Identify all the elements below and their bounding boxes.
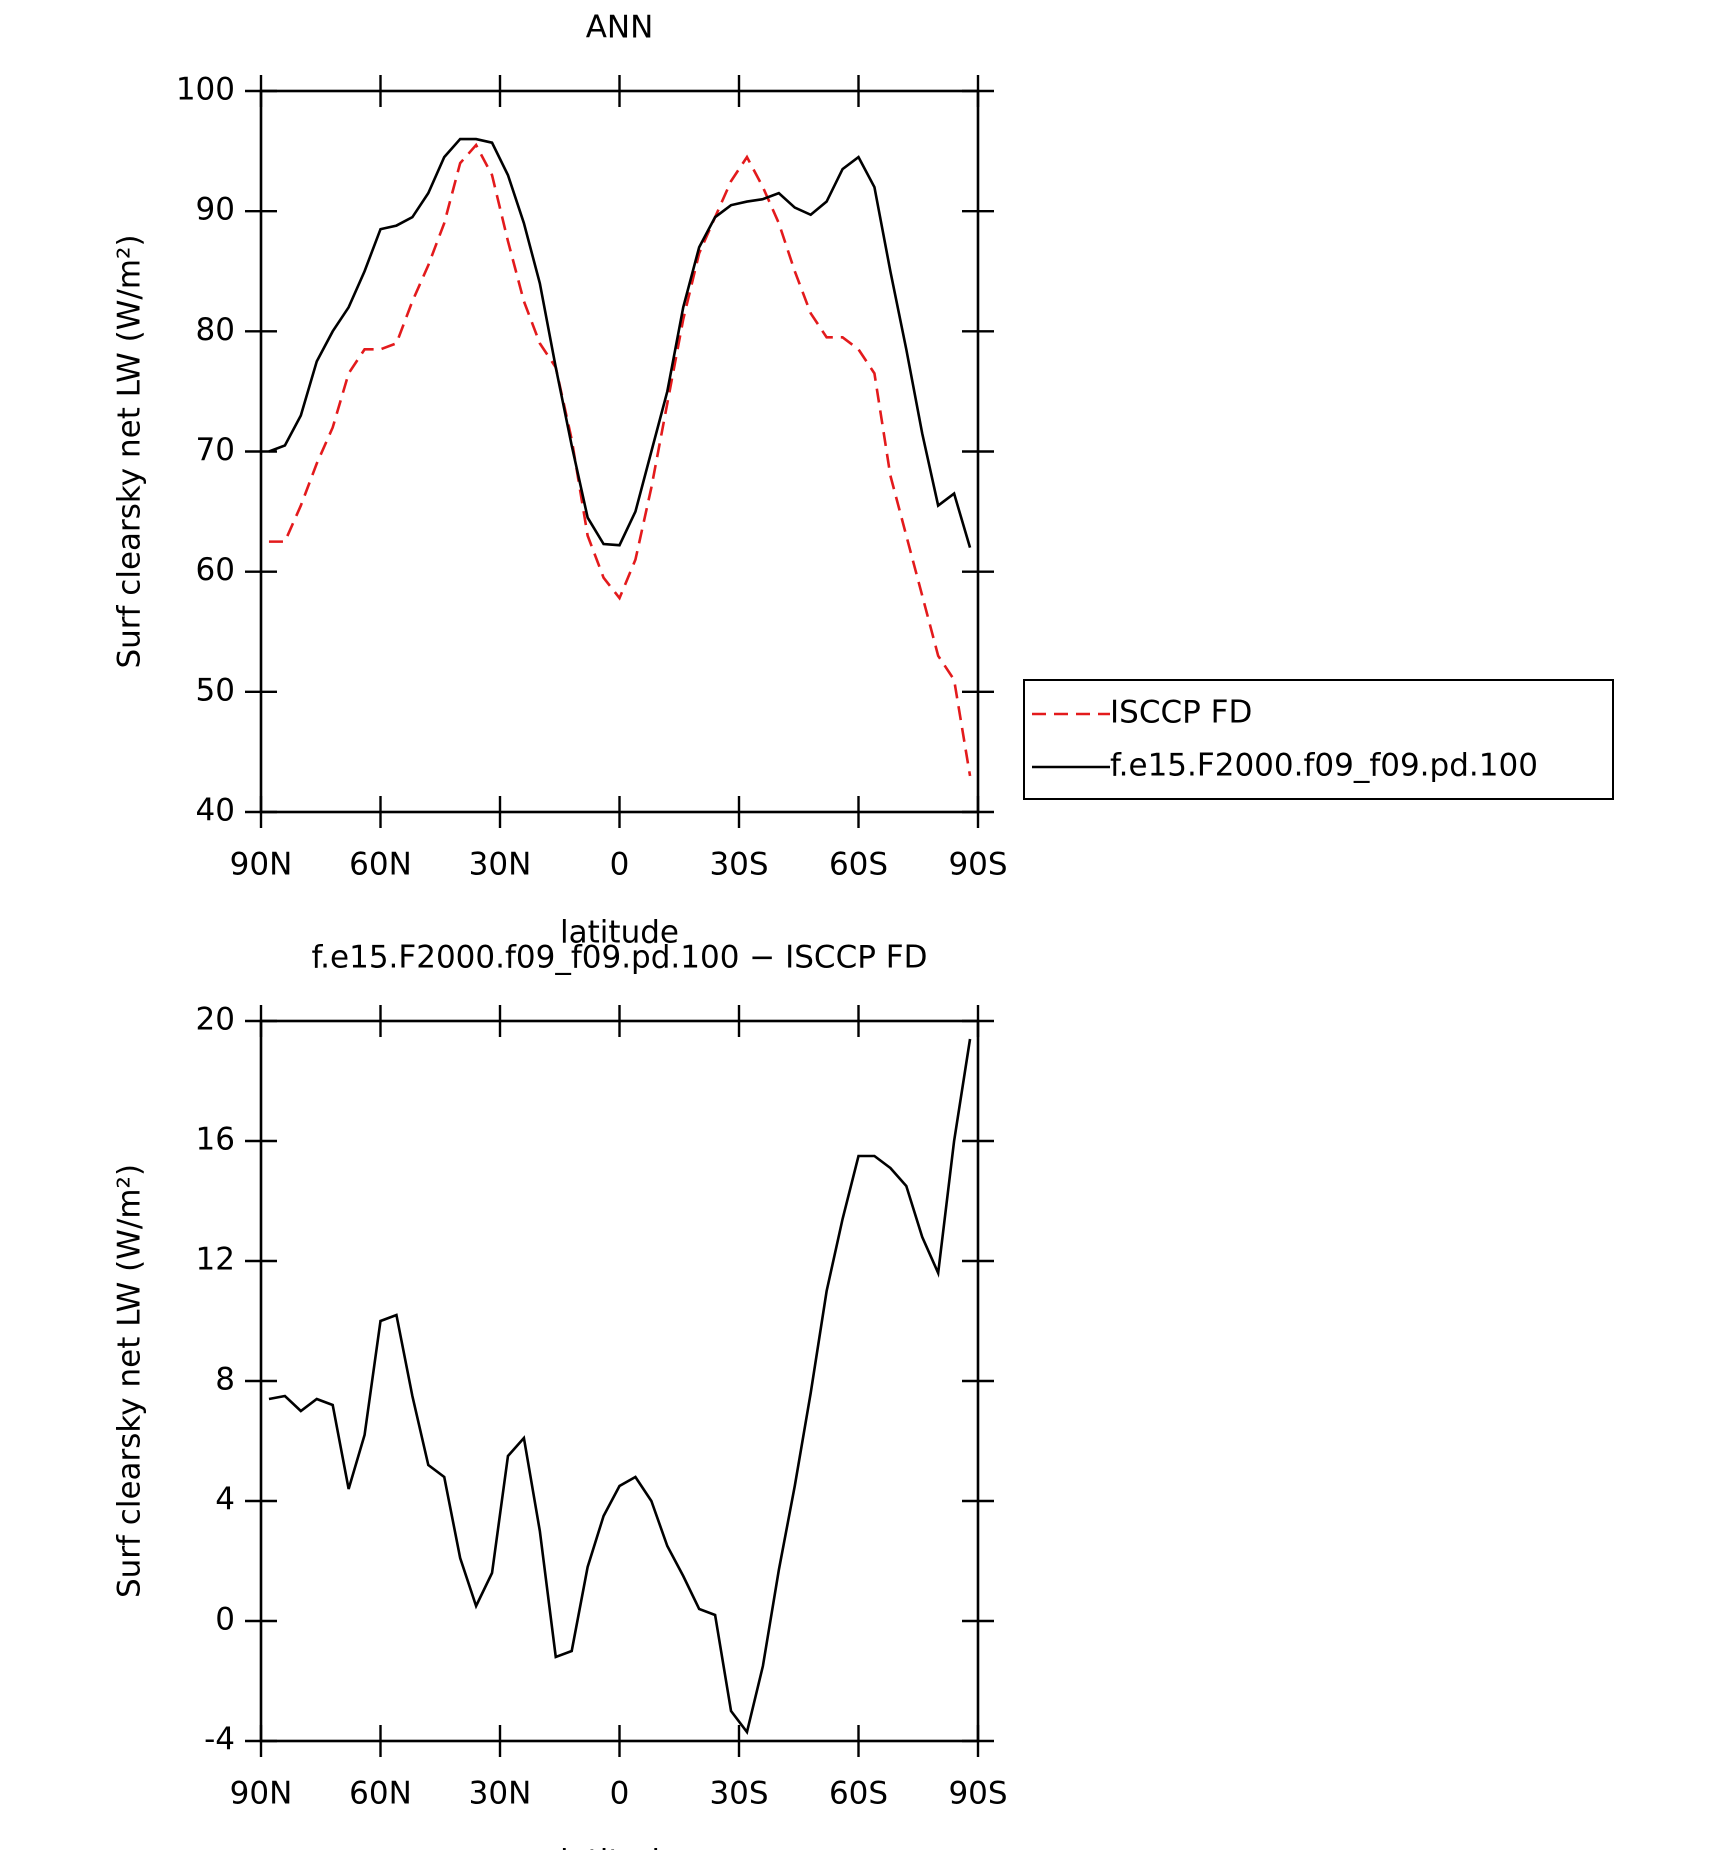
x-tick-label: 60N xyxy=(349,1776,412,1812)
x-tick-label: 60S xyxy=(829,1776,888,1812)
y-tick-label: 0 xyxy=(215,1602,235,1638)
legend-label: ISCCP FD xyxy=(1110,695,1252,731)
y-axis-label: Surf clearsky net LW (W/m²) xyxy=(112,1164,148,1598)
y-tick-label: 12 xyxy=(196,1242,235,1278)
y-tick-label: -4 xyxy=(204,1722,235,1758)
x-tick-label: 90S xyxy=(948,847,1007,883)
plot-frame xyxy=(259,1019,980,1743)
y-tick-label: 90 xyxy=(196,192,235,228)
y-tick-label: 100 xyxy=(176,72,235,108)
x-tick-label: 90N xyxy=(230,1776,293,1812)
x-tick-label: 30S xyxy=(709,847,768,883)
data-line xyxy=(268,1038,972,1735)
y-tick-label: 4 xyxy=(215,1482,235,1518)
x-tick-label: 90N xyxy=(230,847,293,883)
y-tick-label: 80 xyxy=(196,312,235,348)
data-line xyxy=(268,137,972,549)
y-tick-label: 40 xyxy=(196,793,235,829)
y-tick-label: 16 xyxy=(196,1122,235,1158)
y-tick-label: 50 xyxy=(196,672,235,708)
y-tick-label: 20 xyxy=(196,1002,235,1038)
x-tick-label: 30N xyxy=(469,1776,532,1812)
chart-title: ANN xyxy=(586,10,654,46)
x-tick-label: 0 xyxy=(610,847,630,883)
data-line xyxy=(268,142,972,777)
x-tick-label: 60S xyxy=(829,847,888,883)
legend-label: f.e15.F2000.f09_f09.pd.100 xyxy=(1110,748,1538,784)
plot-frame xyxy=(259,89,980,814)
x-tick-label: 30S xyxy=(709,1776,768,1812)
y-tick-label: 8 xyxy=(215,1362,235,1398)
x-tick-label: 90S xyxy=(948,1776,1007,1812)
y-tick-label: 60 xyxy=(196,552,235,588)
x-tick-label: 60N xyxy=(349,847,412,883)
x-tick-label: 0 xyxy=(610,1776,630,1812)
y-axis-label: Surf clearsky net LW (W/m²) xyxy=(112,234,148,668)
x-tick-label: 30N xyxy=(469,847,532,883)
y-tick-label: 70 xyxy=(196,432,235,468)
legend-box xyxy=(1023,679,1614,800)
chart-title: f.e15.F2000.f09_f09.pd.100 − ISCCP FD xyxy=(312,940,928,976)
x-axis-label: latitude xyxy=(560,915,679,951)
x-axis-label: latitude xyxy=(560,1844,679,1850)
